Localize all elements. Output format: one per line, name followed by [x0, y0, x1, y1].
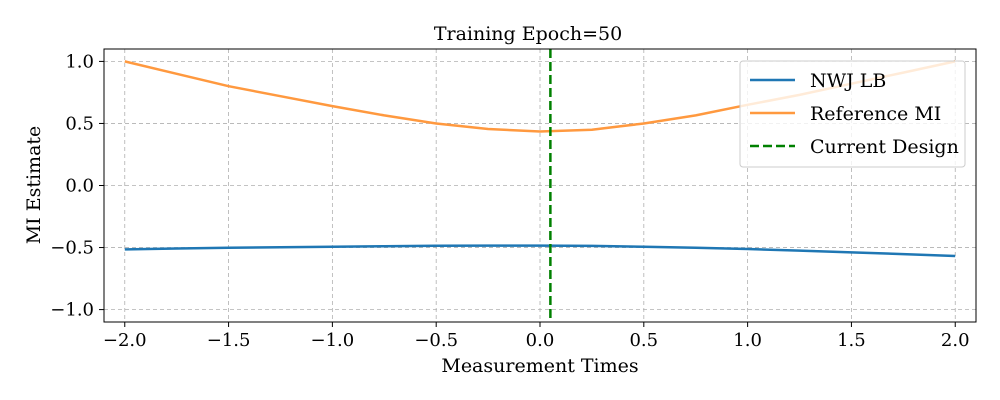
x-tick-label: 1.0: [733, 330, 762, 351]
x-tick-label: 2.0: [941, 330, 970, 351]
x-tick-label: 0.5: [629, 330, 658, 351]
x-tick-label: −0.5: [414, 330, 458, 351]
y-tick-label: 0.0: [65, 176, 94, 197]
x-tick-label: 0.0: [526, 330, 555, 351]
y-tick-label: −0.5: [50, 238, 94, 259]
x-axis-ticks: −2.0 −1.5 −1.0 −0.5 0.0 0.5 1.0 1.5 2.0: [103, 322, 970, 351]
y-tick-label: −1.0: [50, 300, 94, 321]
y-axis-ticks: −1.0 −0.5 0.0 0.5 1.0: [50, 51, 104, 321]
chart-title: Training Epoch=50: [434, 23, 622, 45]
y-tick-label: 0.5: [65, 113, 94, 134]
x-tick-label: −1.0: [311, 330, 355, 351]
legend-label-3: Current Design: [810, 136, 959, 158]
x-tick-label: −2.0: [103, 330, 147, 351]
x-tick-label: 1.5: [837, 330, 866, 351]
x-tick-label: −1.5: [207, 330, 251, 351]
series-line-1: [124, 244, 956, 258]
y-tick-label: 1.0: [65, 51, 94, 72]
legend-label-1: NWJ LB: [810, 70, 886, 92]
x-axis-label: Measurement Times: [441, 355, 638, 377]
legend: NWJ LB Reference MI Current Design: [739, 60, 966, 168]
y-axis-label: MI Estimate: [23, 126, 45, 245]
legend-label-2: Reference MI: [810, 103, 941, 125]
legend-box: [739, 60, 966, 168]
